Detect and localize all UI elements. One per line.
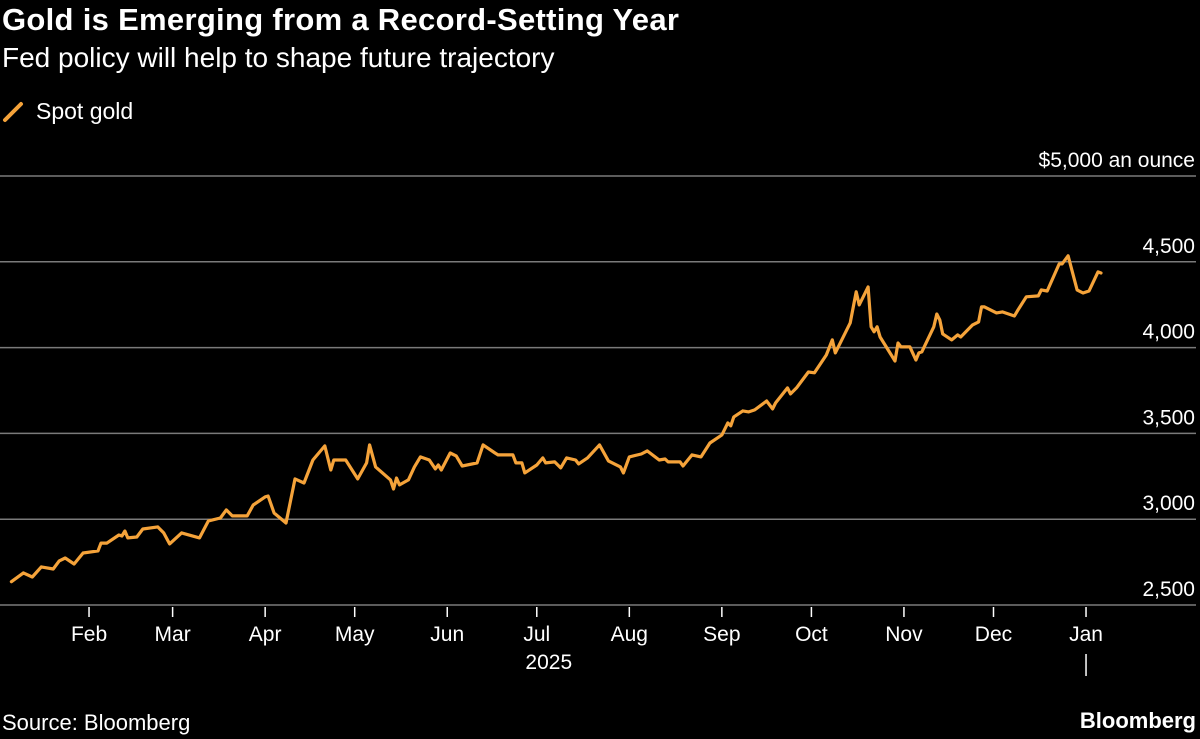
y-tick-label: 4,500 (1142, 235, 1195, 258)
x-tick-label: Apr (249, 623, 282, 646)
x-tick-label: Feb (71, 623, 107, 646)
x-tick-label: Jan (1069, 623, 1103, 646)
y-tick-label: 3,500 (1142, 406, 1195, 429)
x-tick-label: Dec (975, 623, 1012, 646)
x-tick-label: Nov (885, 623, 923, 646)
x-tick-label: Jul (523, 623, 550, 646)
y-tick-label: 4,000 (1142, 321, 1195, 344)
y-tick-label: 3,000 (1142, 492, 1195, 515)
x-year-label: 2025 (525, 651, 572, 674)
y-tick-label: 2,500 (1142, 578, 1195, 601)
y-tick-label: $5,000 an ounce (1039, 149, 1195, 172)
chart-subtitle: Fed policy will help to shape future tra… (2, 42, 555, 73)
legend-line-icon (3, 101, 23, 122)
brand-logo: Bloomberg (1079, 708, 1196, 733)
legend-label: Spot gold (36, 98, 134, 124)
x-tick-label: Mar (155, 623, 191, 646)
x-tick-label: Oct (795, 623, 828, 646)
source-note: Source: Bloomberg (2, 710, 191, 735)
legend: Spot gold (2, 98, 133, 125)
x-tick-label: Aug (611, 623, 648, 646)
x-tick-label: May (335, 623, 375, 646)
x-tick-label: Jun (430, 623, 464, 646)
x-tick-label: Sep (703, 623, 740, 646)
chart-title: Gold is Emerging from a Record-Setting Y… (2, 2, 680, 37)
series-line-spot-gold (9, 254, 1103, 584)
